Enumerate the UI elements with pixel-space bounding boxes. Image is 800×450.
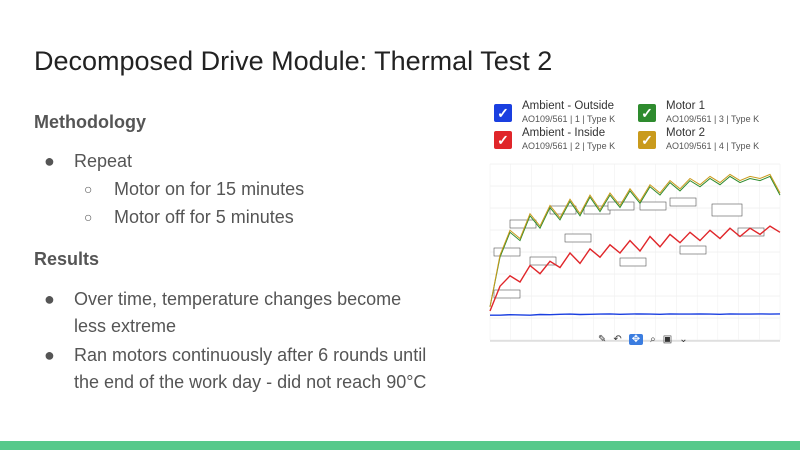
chart-legend: ✓ Ambient - Outside AO109/561 | 1 | Type… <box>480 96 785 158</box>
checkbox-icon[interactable]: ✓ <box>494 104 512 122</box>
undo-icon[interactable]: ↶ <box>613 333 622 345</box>
sub-bullet-icon: ○ <box>84 181 93 197</box>
annotation-box <box>493 289 521 299</box>
results-heading: Results <box>34 249 100 269</box>
chevron-down-icon[interactable]: ⌄ <box>679 333 688 345</box>
legend-label: Motor 2 <box>666 127 705 139</box>
series-line-ambient-inside <box>489 225 781 312</box>
bullet-text: Motor off for 5 minutes <box>114 207 294 227</box>
annotation-box <box>509 219 537 229</box>
annotation-box <box>493 247 521 257</box>
annotation-box <box>711 203 743 217</box>
checkbox-icon[interactable]: ✓ <box>494 131 512 149</box>
checkbox-icon[interactable]: ✓ <box>638 131 656 149</box>
bullet-icon: ● <box>44 345 55 365</box>
temperature-plot <box>480 162 785 352</box>
legend-label: Ambient - Inside <box>522 127 606 139</box>
footer-accent-bar <box>0 441 800 450</box>
annotation-box <box>619 257 647 267</box>
camera-icon[interactable]: ▣ <box>662 333 673 345</box>
bullet-icon: ● <box>44 289 55 309</box>
bullet-text: the end of the work day - did not reach … <box>74 372 427 392</box>
bullet-text: less extreme <box>74 316 177 336</box>
legend-label: Ambient - Outside <box>522 100 615 112</box>
legend-sublabel: AO109/561 | 1 | Type K <box>522 114 616 124</box>
bullet-icon: ● <box>44 151 55 171</box>
methodology-heading: Methodology <box>34 112 146 132</box>
series-lines <box>489 173 781 316</box>
bullet-text: Ran motors continuously after 6 rounds u… <box>74 345 427 365</box>
bullet-text: Over time, temperature changes become <box>74 289 402 309</box>
slide-title: Decomposed Drive Module: Thermal Test 2 <box>34 46 553 76</box>
plot-background <box>480 162 785 352</box>
bullet-text: Motor on for 15 minutes <box>114 179 305 199</box>
legend-sublabel: AO109/561 | 4 | Type K <box>666 141 760 151</box>
bullet-text: Repeat <box>74 151 133 171</box>
edit-icon[interactable]: ✎ <box>598 333 607 345</box>
zoom-icon[interactable]: ⌕ <box>650 333 656 345</box>
series-line-motor-1 <box>489 175 781 307</box>
series-line-ambient-outside <box>490 313 781 316</box>
move-icon[interactable]: ✥ <box>628 333 644 345</box>
plot-toolbar: ✎ ↶ ✥ ⌕ ▣ ⌄ <box>598 332 688 346</box>
series-line-motor-2 <box>489 173 781 307</box>
legend-sublabel: AO109/561 | 2 | Type K <box>522 141 616 151</box>
checkbox-icon[interactable]: ✓ <box>638 104 656 122</box>
legend-sublabel: AO109/561 | 3 | Type K <box>666 114 760 124</box>
annotation-box <box>529 256 557 266</box>
annotation-box <box>639 201 667 211</box>
annotation-box <box>679 245 707 255</box>
legend-label: Motor 1 <box>666 100 705 112</box>
annotation-box <box>564 233 592 243</box>
annotation-box <box>669 197 697 207</box>
sub-bullet-icon: ○ <box>84 209 93 225</box>
chart-screenshot: ✓ Ambient - Outside AO109/561 | 1 | Type… <box>480 96 785 354</box>
